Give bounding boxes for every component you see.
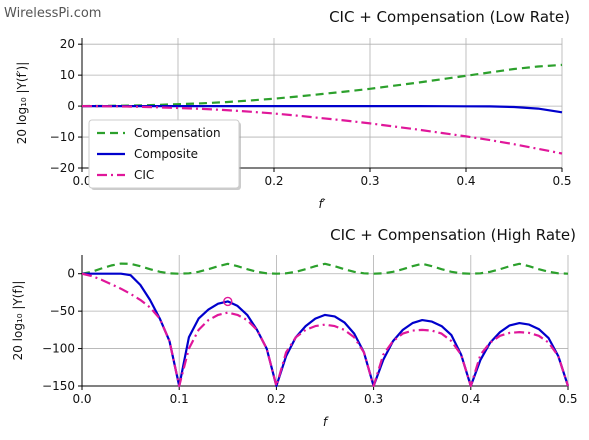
series-line-compensation — [82, 63, 563, 108]
series-line-composite — [82, 272, 570, 388]
x-tick-label: 0.0 — [72, 174, 91, 188]
x-tick-label: 0.2 — [267, 392, 286, 406]
annotation-marker — [223, 296, 233, 307]
x-tick-label: 0.0 — [72, 392, 91, 406]
x-tick-label: 0.5 — [558, 392, 577, 406]
y-tick-label: 10 — [60, 68, 75, 82]
y-tick-label: −50 — [50, 304, 75, 318]
chart-title: CIC + Compensation (Low Rate) — [329, 8, 570, 26]
x-axis-label: f — [323, 415, 329, 429]
legend-label: Compensation — [134, 126, 221, 140]
watermark: WirelessPi.com — [4, 6, 102, 21]
y-axis-label: 20 log₁₀ |Y(f′)| — [15, 62, 29, 145]
y-tick-label: −20 — [50, 161, 75, 175]
x-tick-label: 0.1 — [170, 392, 189, 406]
y-tick-label: −10 — [50, 130, 75, 144]
y-tick-label: 20 — [60, 37, 75, 51]
y-tick-label: 0 — [67, 99, 75, 113]
y-tick-label: −100 — [42, 342, 75, 356]
x-tick-label: 0.3 — [360, 174, 379, 188]
series-line-compensation — [82, 262, 569, 275]
x-tick-label: 0.5 — [552, 174, 571, 188]
x-tick-label: 0.2 — [264, 174, 283, 188]
x-tick-label: 0.4 — [461, 392, 480, 406]
x-tick-label: 0.4 — [456, 174, 475, 188]
legend-label: Composite — [134, 147, 198, 161]
y-tick-label: −150 — [42, 379, 75, 393]
series-line-cic — [82, 105, 563, 155]
series-line-cic — [82, 272, 570, 388]
x-axis-label: f′ — [319, 197, 326, 211]
legend-label: CIC — [134, 168, 154, 182]
series-line-composite — [82, 104, 563, 114]
chart-title: CIC + Compensation (High Rate) — [330, 226, 576, 244]
panel-high-rate: 0.0 0.1 0.2 0.3 0.4 0.5 0 −50 −100 −150 CIC + Comp… — [11, 226, 578, 429]
y-tick-label: 0 — [67, 267, 75, 281]
legend-box — [88, 119, 240, 189]
x-tick-label: 0.3 — [364, 392, 383, 406]
y-axis-label: 20 log₁₀ |Y(f)| — [11, 281, 25, 361]
